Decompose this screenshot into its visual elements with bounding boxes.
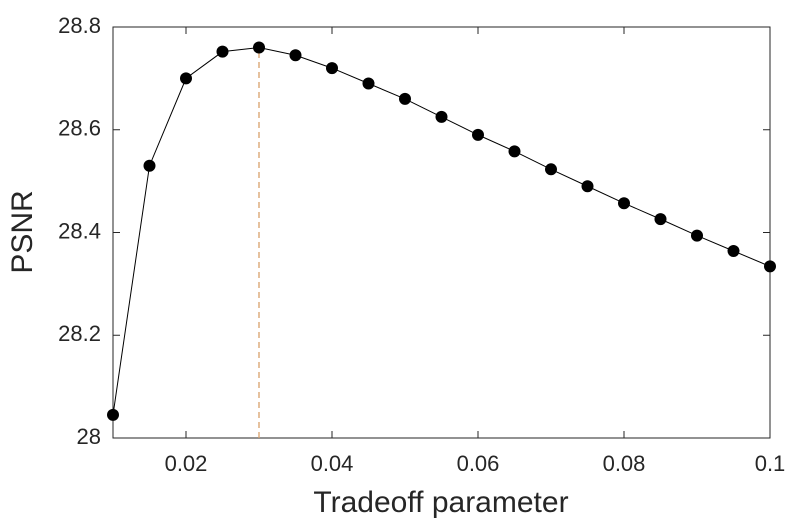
point [362, 77, 375, 90]
plot-area [112, 26, 771, 439]
point [581, 180, 594, 193]
point [618, 197, 630, 210]
point [107, 408, 119, 421]
point [289, 49, 302, 62]
point [435, 110, 448, 123]
x-tick-label: 0.06 [457, 451, 500, 476]
point [545, 163, 557, 176]
point [691, 229, 703, 242]
point [253, 41, 265, 54]
point [508, 145, 521, 158]
point [472, 128, 484, 141]
point [216, 45, 229, 58]
point [143, 159, 156, 172]
y-axis-label: PSNR [6, 190, 39, 273]
x-axis-label: Tradeoff parameter [313, 486, 568, 519]
y-tick-label: 28.8 [58, 13, 101, 38]
x-tick-label: 0.08 [603, 451, 646, 476]
point [326, 62, 338, 75]
point [727, 244, 740, 257]
y-tick-label: 28.2 [58, 321, 101, 346]
x-tick-label: 0.1 [755, 451, 786, 476]
point [399, 92, 411, 105]
y-tick-label: 28.6 [58, 116, 101, 141]
x-tick-label: 0.02 [165, 451, 208, 476]
y-tick-label: 28 [77, 424, 101, 449]
point [764, 260, 776, 273]
point [180, 72, 192, 85]
point [654, 213, 667, 226]
x-tick-label: 0.04 [311, 451, 354, 476]
y-tick-label: 28.4 [58, 218, 101, 243]
